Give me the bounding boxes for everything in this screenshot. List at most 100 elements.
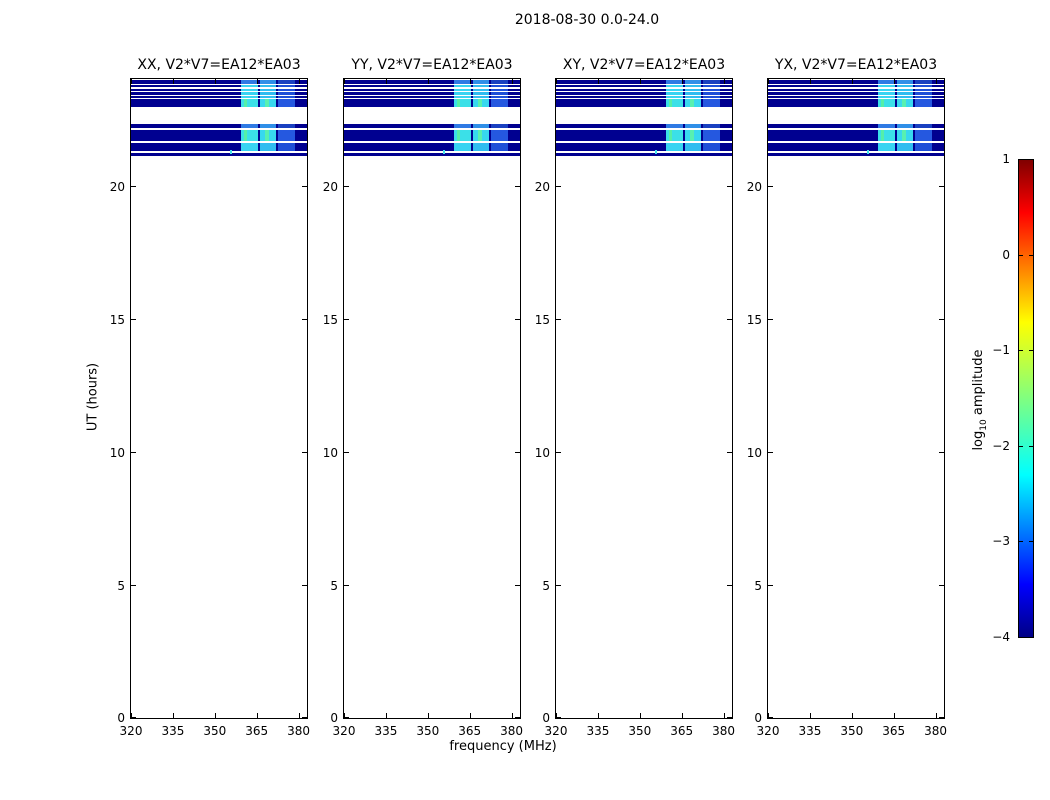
signal-patch	[456, 99, 461, 107]
emission-band	[131, 96, 307, 99]
emission-band	[131, 80, 307, 84]
colorbar-gradient	[1019, 160, 1033, 637]
x-tick	[385, 713, 387, 718]
signal-patch	[877, 142, 895, 152]
signal-patch	[260, 123, 276, 128]
signal-patch	[897, 123, 913, 128]
signal-patch	[277, 96, 295, 99]
colorbar-tick-label: 1	[1002, 152, 1010, 166]
panel-title: XX, V2*V7=EA12*EA03	[137, 57, 301, 73]
x-tick	[427, 79, 429, 84]
plot-area	[131, 79, 307, 718]
signal-patch	[260, 96, 276, 99]
emission-band	[556, 142, 732, 152]
x-tick	[935, 713, 937, 718]
signal-patch	[690, 129, 694, 142]
plot-area	[344, 79, 520, 718]
signal-dot	[655, 149, 658, 154]
colorbar-tick	[1029, 350, 1033, 352]
x-tick	[809, 713, 811, 718]
y-tick-label: 15	[322, 312, 338, 327]
y-tick	[302, 717, 307, 718]
emission-band	[556, 84, 732, 88]
y-tick	[131, 185, 136, 187]
y-tick	[727, 584, 732, 586]
signal-patch	[243, 99, 248, 107]
signal-patch	[914, 123, 932, 128]
signal-patch	[260, 80, 276, 84]
colorbar-tick-label: −4	[992, 630, 1010, 644]
x-tick-label: 365	[882, 724, 906, 738]
x-tick	[556, 713, 557, 718]
signal-patch	[665, 88, 683, 91]
y-tick	[939, 584, 944, 586]
emission-band	[768, 153, 944, 156]
signal-patch	[473, 84, 489, 88]
signal-patch	[490, 123, 508, 128]
y-tick	[131, 451, 136, 453]
y-tick	[344, 185, 349, 187]
x-tick	[597, 713, 599, 718]
signal-patch	[490, 92, 508, 95]
spectrogram-panel: YY, V2*V7=EA12*EA03 320 335 350 365 380 0 5 10 15…	[323, 57, 523, 738]
x-tick	[385, 79, 387, 84]
x-tick-label: 380	[712, 724, 736, 738]
signal-patch	[668, 99, 673, 107]
x-tick	[298, 79, 300, 84]
panel-title: YY, V2*V7=EA12*EA03	[351, 57, 513, 73]
x-tick	[851, 79, 853, 84]
signal-patch	[490, 129, 508, 142]
signal-patch	[456, 129, 461, 142]
signal-patch	[240, 92, 258, 95]
signal-patch	[473, 80, 489, 84]
signal-patch	[702, 129, 720, 142]
colorbar-tick-label: −3	[992, 534, 1010, 549]
x-tick	[131, 79, 132, 84]
colorbar-tick	[1019, 541, 1023, 543]
y-tick	[768, 584, 773, 586]
colorbar-tick	[1019, 445, 1023, 447]
signal-patch	[897, 88, 913, 91]
x-tick	[256, 79, 258, 84]
signal-patch	[902, 99, 906, 107]
signal-patch	[473, 142, 489, 152]
signal-patch	[453, 99, 471, 107]
x-tick	[851, 713, 853, 718]
y-tick-label: 10	[322, 445, 338, 460]
spectrogram-panel: XX, V2*V7=EA12*EA03 320 335 350 365 380 0 5 10 15…	[110, 57, 310, 738]
y-tick-label: 5	[542, 578, 550, 593]
y-tick-label: 0	[542, 711, 550, 725]
y-tick	[556, 717, 561, 718]
x-tick	[893, 713, 895, 718]
y-tick	[768, 717, 773, 718]
emission-band	[131, 84, 307, 88]
signal-patch	[914, 142, 932, 152]
colorbar	[1018, 159, 1034, 638]
signal-patch	[877, 84, 895, 88]
emission-band	[344, 92, 520, 95]
signal-patch	[260, 142, 276, 152]
y-axis-label: UT (hours)	[85, 362, 101, 432]
emission-band	[131, 88, 307, 91]
signal-patch	[877, 80, 895, 84]
signal-patch	[685, 96, 701, 99]
x-tick-label: 320	[119, 724, 143, 738]
emission-band	[344, 88, 520, 91]
emission-band	[131, 153, 307, 156]
y-tick	[556, 318, 561, 320]
y-tick-label: 5	[330, 578, 338, 593]
emission-band	[131, 129, 307, 142]
spectrogram-panel: YX, V2*V7=EA12*EA03 320 335 350 365 380 0 5 10 15…	[747, 57, 947, 738]
signal-patch	[473, 88, 489, 91]
y-tick	[302, 185, 307, 187]
signal-patch	[240, 96, 258, 99]
y-tick	[768, 318, 773, 320]
signal-patch	[702, 99, 720, 107]
y-tick	[939, 451, 944, 453]
x-tick	[723, 79, 725, 84]
signal-patch	[897, 92, 913, 95]
signal-patch	[685, 123, 701, 128]
y-tick	[727, 318, 732, 320]
y-tick-label: 15	[534, 312, 550, 327]
